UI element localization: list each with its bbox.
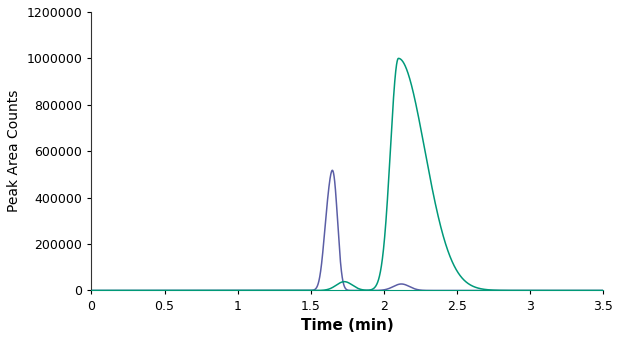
Y-axis label: Peak Area Counts: Peak Area Counts [7,90,21,212]
X-axis label: Time (min): Time (min) [301,318,394,333]
